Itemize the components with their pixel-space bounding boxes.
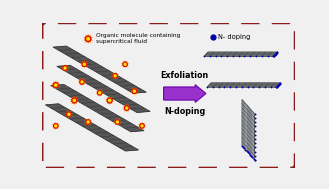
- Circle shape: [80, 80, 84, 84]
- Polygon shape: [78, 78, 86, 86]
- Polygon shape: [61, 64, 69, 72]
- Circle shape: [123, 62, 127, 66]
- Polygon shape: [121, 60, 129, 68]
- Polygon shape: [207, 83, 280, 87]
- Polygon shape: [84, 118, 92, 126]
- FancyBboxPatch shape: [42, 23, 295, 168]
- Circle shape: [67, 112, 71, 116]
- Polygon shape: [53, 46, 146, 93]
- Circle shape: [99, 92, 101, 94]
- Polygon shape: [105, 96, 114, 105]
- Circle shape: [86, 36, 91, 42]
- Text: N-doping: N-doping: [164, 107, 205, 116]
- Circle shape: [133, 90, 135, 92]
- Circle shape: [109, 99, 111, 101]
- Circle shape: [107, 98, 112, 103]
- Circle shape: [124, 106, 129, 110]
- Circle shape: [124, 63, 126, 65]
- Polygon shape: [83, 34, 93, 44]
- Text: Exfoliation: Exfoliation: [160, 71, 209, 80]
- Circle shape: [72, 98, 77, 103]
- Circle shape: [54, 124, 58, 128]
- Circle shape: [55, 125, 57, 127]
- Polygon shape: [111, 72, 119, 80]
- FancyArrow shape: [164, 85, 206, 102]
- Circle shape: [132, 89, 137, 93]
- Polygon shape: [130, 87, 138, 95]
- Polygon shape: [80, 60, 88, 68]
- Circle shape: [86, 120, 90, 124]
- Polygon shape: [65, 110, 73, 119]
- Polygon shape: [45, 104, 139, 151]
- Text: N- doping: N- doping: [217, 34, 250, 40]
- Circle shape: [97, 91, 102, 95]
- Circle shape: [55, 84, 57, 86]
- Polygon shape: [242, 99, 255, 160]
- Circle shape: [115, 120, 119, 124]
- Circle shape: [140, 124, 144, 128]
- Circle shape: [73, 99, 75, 101]
- Circle shape: [83, 63, 85, 65]
- Circle shape: [68, 113, 70, 115]
- Text: Organic molecule containing
supercritical fluid: Organic molecule containing supercritica…: [96, 33, 180, 44]
- Circle shape: [141, 125, 143, 127]
- Circle shape: [87, 38, 89, 40]
- Polygon shape: [52, 122, 60, 130]
- Circle shape: [114, 75, 116, 77]
- Circle shape: [116, 121, 118, 123]
- Polygon shape: [138, 122, 146, 130]
- Polygon shape: [123, 104, 131, 112]
- Circle shape: [87, 121, 89, 123]
- Circle shape: [64, 67, 66, 69]
- Circle shape: [113, 74, 117, 78]
- Circle shape: [126, 107, 128, 109]
- Polygon shape: [51, 84, 144, 132]
- Polygon shape: [51, 80, 60, 90]
- Circle shape: [53, 83, 58, 88]
- Polygon shape: [114, 118, 121, 126]
- Polygon shape: [204, 52, 277, 57]
- Circle shape: [63, 66, 67, 70]
- Polygon shape: [96, 89, 104, 97]
- Polygon shape: [57, 65, 150, 112]
- Polygon shape: [70, 96, 79, 105]
- Circle shape: [82, 62, 87, 66]
- Circle shape: [81, 81, 83, 83]
